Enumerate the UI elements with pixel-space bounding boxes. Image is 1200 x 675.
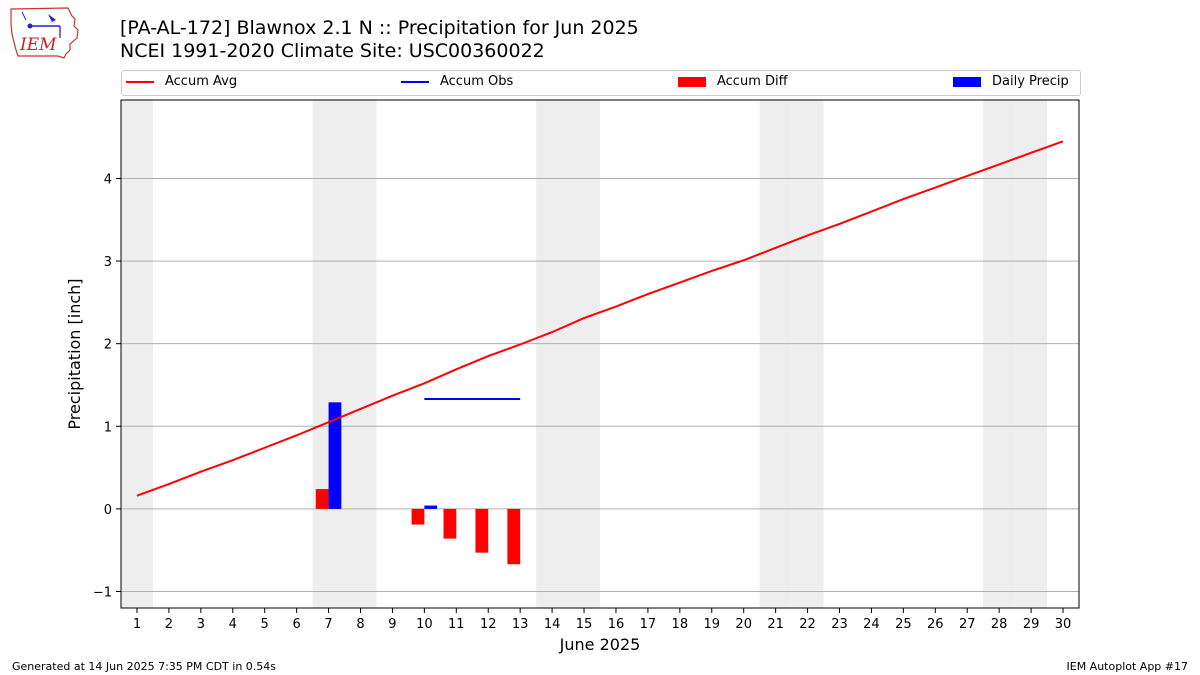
accum-diff-bar	[475, 508, 489, 553]
x-tick-label: 30	[1055, 617, 1072, 632]
accum-diff-bar	[315, 489, 329, 509]
weekend-band	[568, 100, 600, 608]
weekend-band	[312, 100, 345, 608]
legend-swatch-avg	[126, 81, 154, 83]
x-tick-label: 12	[480, 617, 497, 632]
weekend-band	[791, 100, 824, 608]
chart-legend: Accum Avg Accum Obs Accum Diff Daily Pre…	[121, 70, 1081, 96]
x-tick-label: 21	[767, 617, 784, 632]
iem-logo: IEM	[10, 7, 79, 59]
legend-swatch-diff	[678, 77, 706, 87]
weekend-band	[121, 100, 153, 608]
x-tick-label: 4	[229, 617, 237, 632]
legend-swatch-daily	[953, 77, 981, 87]
x-tick-label: 28	[991, 617, 1008, 632]
x-tick-label: 25	[895, 617, 912, 632]
x-tick-label: 3	[197, 617, 205, 632]
y-tick-label: 0	[104, 503, 112, 518]
x-tick-label: 11	[448, 617, 465, 632]
x-tick-label: 23	[831, 617, 848, 632]
y-tick-label: 3	[104, 255, 112, 270]
x-tick-label: 19	[703, 617, 720, 632]
iem-logo-text: IEM	[19, 35, 57, 55]
legend-label-diff: Accum Diff	[717, 74, 788, 89]
x-axis-label: June 2025	[559, 635, 641, 654]
x-tick-label: 26	[927, 617, 944, 632]
daily-precip-bar	[328, 402, 342, 509]
x-tick-label: 14	[544, 617, 561, 632]
x-tick-label: 15	[576, 617, 593, 632]
x-tick-label: 6	[292, 617, 300, 632]
weekend-band	[536, 100, 569, 608]
y-tick-label: −1	[93, 585, 112, 600]
x-tick-label: 10	[416, 617, 433, 632]
x-tick-label: 17	[640, 617, 657, 632]
accum-avg-line	[136, 140, 1064, 497]
weekend-band	[983, 100, 1016, 608]
x-tick-label: 16	[608, 617, 625, 632]
daily-precip-bar	[424, 505, 438, 509]
x-tick-label: 2	[165, 617, 173, 632]
x-tick-label: 9	[388, 617, 396, 632]
chart-subtitle: NCEI 1991-2020 Climate Site: USC00360022	[120, 40, 545, 62]
legend-label-avg: Accum Avg	[165, 74, 238, 89]
x-tick-label: 1	[133, 617, 141, 632]
accum-diff-bar	[411, 508, 425, 525]
legend-label-obs: Accum Obs	[440, 74, 514, 89]
chart-title: [PA-AL-172] Blawnox 2.1 N :: Precipitati…	[120, 17, 639, 39]
x-tick-label: 22	[799, 617, 816, 632]
weekend-band	[759, 100, 792, 608]
plot-frame	[120, 99, 1080, 609]
accum-diff-bar	[507, 508, 521, 565]
x-tick-label: 27	[959, 617, 976, 632]
y-tick-label: 4	[104, 172, 112, 187]
y-tick-label: 2	[104, 338, 112, 353]
x-tick-label: 7	[324, 617, 332, 632]
footer-generated: Generated at 14 Jun 2025 7:35 PM CDT in …	[12, 660, 277, 673]
weekend-band	[344, 100, 377, 608]
weekend-band	[1015, 100, 1048, 608]
x-tick-label: 20	[735, 617, 752, 632]
x-tick-label: 13	[512, 617, 529, 632]
y-axis-label: Precipitation [inch]	[65, 278, 84, 429]
y-tick-label: 1	[104, 420, 112, 435]
x-tick-label: 29	[1023, 617, 1040, 632]
footer-app: IEM Autoplot App #17	[1066, 660, 1189, 673]
legend-label-daily: Daily Precip	[992, 74, 1069, 89]
x-tick-label: 24	[863, 617, 880, 632]
x-tick-label: 18	[672, 617, 689, 632]
x-tick-label: 8	[356, 617, 364, 632]
x-tick-label: 5	[261, 617, 269, 632]
accum-diff-bar	[443, 508, 457, 539]
legend-swatch-obs	[401, 81, 429, 83]
